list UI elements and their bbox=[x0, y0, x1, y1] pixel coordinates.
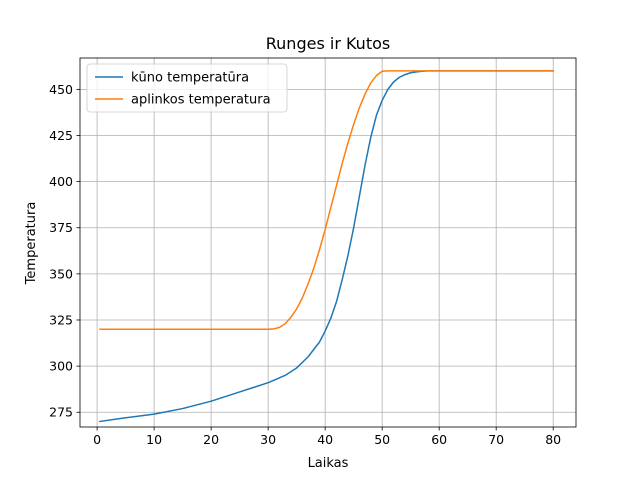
x-tick-label: 20 bbox=[203, 432, 219, 447]
y-tick-label: 450 bbox=[49, 82, 73, 97]
legend-label-1: kūno temperatūra bbox=[131, 71, 249, 86]
y-axis-label: Temperatura bbox=[24, 202, 39, 286]
axis-ticks: 0 10 20 30 40 50 60 70 80 275 300 325 350 375 400 425 45… bbox=[49, 82, 561, 447]
x-tick-label: 40 bbox=[317, 432, 333, 447]
legend-label-2: aplinkos temperatura bbox=[131, 93, 271, 108]
series-group bbox=[99, 70, 554, 423]
x-tick-label: 10 bbox=[146, 432, 162, 447]
x-tick-label: 70 bbox=[488, 432, 504, 447]
x-tick-label: 30 bbox=[260, 432, 276, 447]
y-tick-label: 400 bbox=[49, 174, 73, 189]
y-tick-label: 300 bbox=[49, 359, 73, 374]
x-tick-label: 0 bbox=[93, 432, 101, 447]
grid bbox=[80, 58, 576, 427]
series-line-1 bbox=[99, 70, 554, 423]
x-tick-label: 80 bbox=[545, 432, 561, 447]
series-line-2 bbox=[99, 70, 554, 330]
y-tick-label: 275 bbox=[49, 405, 73, 420]
y-tick-label: 325 bbox=[49, 312, 73, 327]
x-axis-label: Laikas bbox=[308, 456, 349, 471]
y-tick-label: 350 bbox=[49, 266, 73, 281]
legend: kūno temperatūra aplinkos temperatura bbox=[86, 63, 288, 113]
plot-frame bbox=[79, 57, 577, 428]
chart-title: Runges ir Kutos bbox=[266, 34, 390, 53]
y-tick-label: 375 bbox=[49, 220, 73, 235]
x-tick-label: 50 bbox=[374, 432, 390, 447]
x-tick-label: 60 bbox=[431, 432, 447, 447]
legend-box bbox=[86, 63, 288, 113]
y-tick-label: 425 bbox=[49, 128, 73, 143]
